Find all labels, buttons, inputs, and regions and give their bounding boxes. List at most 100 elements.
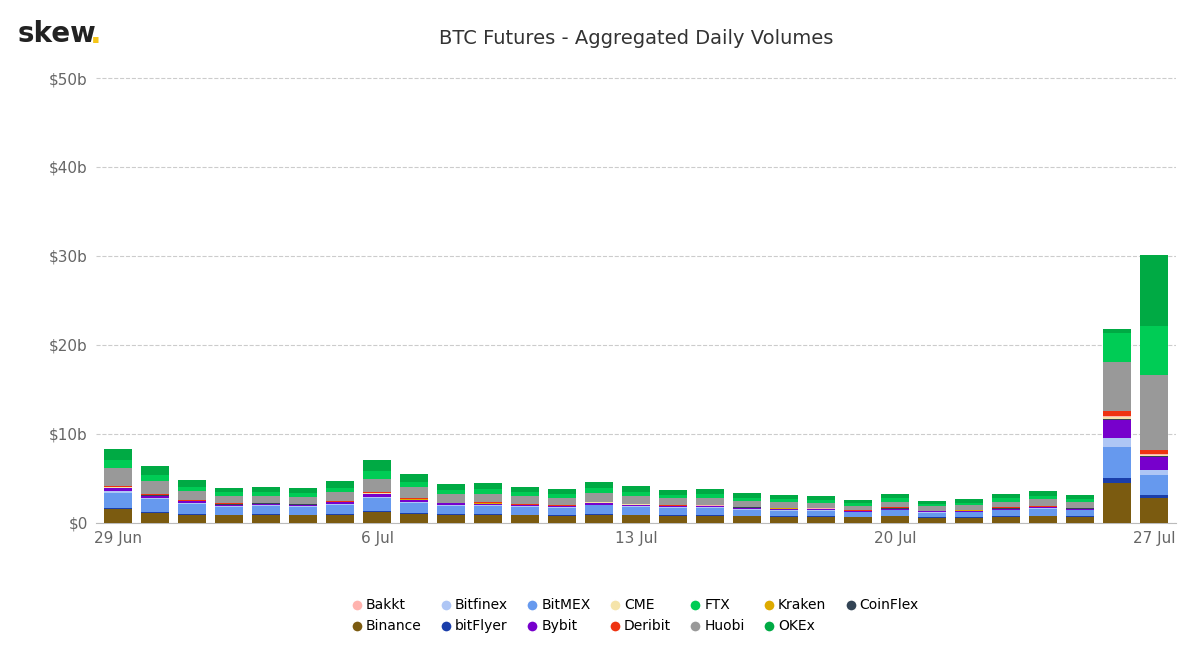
Bar — [437, 494, 464, 502]
Bar — [252, 504, 280, 505]
Bar — [142, 496, 169, 498]
Bar — [1140, 455, 1168, 456]
Bar — [1140, 470, 1168, 475]
Bar — [881, 494, 908, 498]
Bar — [437, 514, 464, 515]
Text: .: . — [90, 20, 102, 49]
Bar — [586, 503, 613, 505]
Bar — [179, 491, 206, 500]
Bar — [992, 511, 1020, 516]
Bar — [770, 495, 798, 499]
Bar — [401, 503, 428, 513]
Bar — [252, 515, 280, 523]
Bar — [733, 498, 761, 500]
Bar — [511, 487, 539, 492]
Bar — [1103, 415, 1130, 417]
Bar — [179, 501, 206, 502]
Bar — [844, 517, 871, 523]
Bar — [474, 489, 502, 494]
Bar — [696, 509, 724, 515]
Bar — [142, 475, 169, 481]
Bar — [252, 487, 280, 492]
Bar — [104, 486, 132, 487]
Bar — [326, 502, 354, 504]
Bar — [401, 474, 428, 482]
Bar — [364, 511, 391, 512]
Bar — [364, 479, 391, 492]
Bar — [437, 484, 464, 490]
Bar — [401, 502, 428, 503]
Bar — [881, 517, 908, 523]
Bar — [1066, 511, 1093, 516]
Bar — [252, 506, 280, 515]
Bar — [104, 509, 132, 523]
Bar — [142, 512, 169, 513]
Title: BTC Futures - Aggregated Daily Volumes: BTC Futures - Aggregated Daily Volumes — [439, 29, 833, 48]
Bar — [955, 499, 983, 502]
Bar — [955, 505, 983, 510]
Bar — [733, 508, 761, 509]
Bar — [992, 509, 1020, 510]
Bar — [364, 498, 391, 511]
Bar — [659, 516, 686, 523]
Bar — [1103, 482, 1130, 523]
Bar — [918, 500, 946, 504]
Bar — [1140, 454, 1168, 455]
Bar — [364, 494, 391, 497]
Bar — [696, 507, 724, 509]
Bar — [1140, 494, 1168, 498]
Bar — [474, 515, 502, 523]
Bar — [1028, 496, 1057, 499]
Bar — [548, 498, 576, 505]
Bar — [401, 488, 428, 498]
Bar — [1103, 478, 1130, 482]
Bar — [1103, 411, 1130, 415]
Bar — [1140, 375, 1168, 450]
Bar — [548, 507, 576, 509]
Bar — [1140, 498, 1168, 523]
Bar — [364, 512, 391, 523]
Bar — [844, 500, 871, 503]
Bar — [437, 506, 464, 514]
Bar — [289, 506, 317, 507]
Bar — [696, 489, 724, 494]
Bar — [586, 505, 613, 514]
Bar — [586, 482, 613, 488]
Bar — [401, 514, 428, 523]
Bar — [992, 498, 1020, 502]
Bar — [215, 515, 244, 523]
Bar — [1066, 509, 1093, 510]
Bar — [104, 488, 132, 491]
Bar — [770, 499, 798, 502]
Bar — [511, 492, 539, 496]
Bar — [326, 515, 354, 523]
Bar — [252, 496, 280, 502]
Bar — [215, 496, 244, 503]
Bar — [289, 496, 317, 504]
Bar — [918, 504, 946, 506]
Bar — [215, 488, 244, 492]
Bar — [289, 488, 317, 493]
Bar — [770, 511, 798, 517]
Bar — [179, 486, 206, 491]
Bar — [474, 505, 502, 507]
Bar — [1028, 507, 1057, 509]
Bar — [215, 507, 244, 515]
Bar — [659, 490, 686, 494]
Bar — [992, 517, 1020, 523]
Bar — [1028, 517, 1057, 523]
Bar — [844, 503, 871, 506]
Bar — [622, 507, 650, 515]
Bar — [733, 493, 761, 498]
Bar — [881, 502, 908, 507]
Bar — [474, 507, 502, 515]
Bar — [142, 499, 169, 512]
Bar — [326, 492, 354, 501]
Bar — [881, 498, 908, 502]
Bar — [918, 518, 946, 523]
Bar — [808, 500, 835, 502]
Bar — [1066, 502, 1093, 508]
Bar — [992, 494, 1020, 498]
Bar — [179, 502, 206, 504]
Bar — [437, 505, 464, 506]
